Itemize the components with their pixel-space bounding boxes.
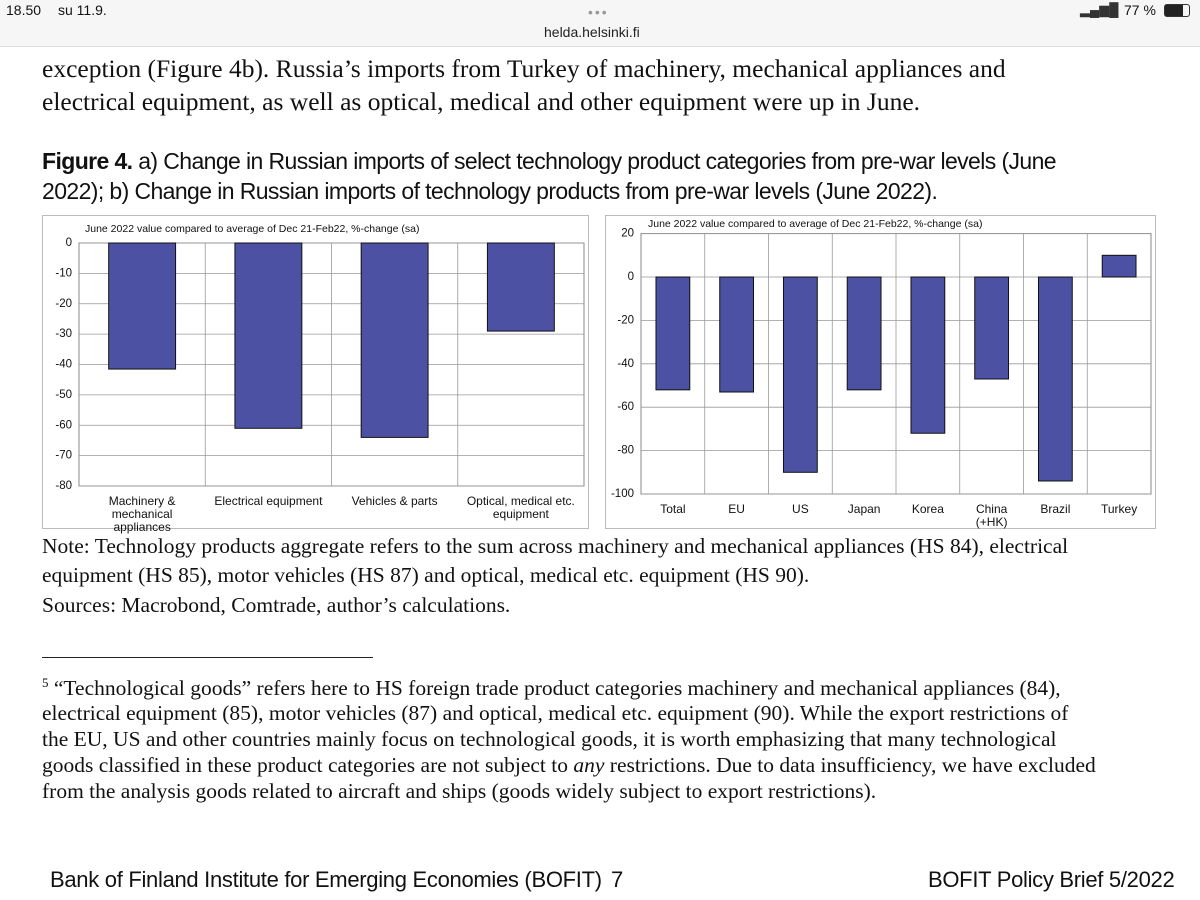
subtitle: June 2022 value compared to average of D… <box>85 223 419 235</box>
y-tick-label: -60 <box>55 419 72 431</box>
subtitle: June 2022 value compared to average of D… <box>648 218 982 230</box>
y-tick-label: -40 <box>617 358 634 370</box>
caption: a) Change in Russian imports of select t… <box>132 148 1056 174</box>
bar <box>234 242 303 429</box>
bar <box>846 276 882 391</box>
y-tick-label: -60 <box>617 401 634 413</box>
x-tick-label: EU <box>728 502 745 516</box>
paragraph-line: exception (Figure 4b). Russia’s imports … <box>42 54 1006 83</box>
signal: ▂▄▆█ <box>1080 2 1119 17</box>
y-tick-label: -40 <box>55 359 72 371</box>
battery-icon <box>1164 4 1190 17</box>
time: 18.50 <box>6 2 42 18</box>
footer-left: Bank of Finland Institute for Emerging E… <box>50 867 602 892</box>
y-tick-label: 20 <box>621 228 634 240</box>
figure-label: Figure 4. <box>42 148 133 174</box>
bar <box>360 242 429 438</box>
sources: Sources: Macrobond, Comtrade, author’s c… <box>42 593 511 617</box>
chart-b: June 2022 value compared to average of D… <box>605 215 1156 529</box>
x-tick-label: China (+HK) <box>975 502 1008 529</box>
caption: 2022); b) Change in Russian imports of t… <box>42 178 938 204</box>
url[interactable]: helda.helsinki.fi <box>544 24 640 40</box>
x-tick-label: Machinery & mechanical appliances <box>108 494 176 534</box>
footnote-text: goods classified in these product catego… <box>42 753 574 777</box>
x-tick-label: Electrical equipment <box>214 494 323 508</box>
footer-right: BOFIT Policy Brief 5/2022 <box>928 867 1175 892</box>
footnote-line: from the analysis goods related to aircr… <box>42 779 877 803</box>
battery: 77 % <box>1124 2 1156 18</box>
footnote-line: “Technological goods” refers here to HS … <box>53 676 1061 701</box>
y-tick-label: 0 <box>628 271 634 283</box>
y-tick-label: -50 <box>55 389 72 401</box>
note-line: Note: Technology products aggregate refe… <box>42 534 1069 558</box>
x-tick-label: Korea <box>911 502 944 516</box>
y-tick-label: -80 <box>617 445 634 457</box>
paragraph-line: electrical equipment, as well as optical… <box>42 87 921 116</box>
note-line: equipment (HS 85), motor vehicles (HS 87… <box>42 563 810 587</box>
dots[interactable]: ••• <box>588 4 609 20</box>
bar <box>974 276 1010 380</box>
y-tick-label: -30 <box>55 328 72 340</box>
y-tick-label: -20 <box>617 314 634 326</box>
bar <box>655 276 691 391</box>
footnote-rule <box>42 657 373 658</box>
footnote-text: restrictions. Due to data insufficiency,… <box>604 753 1096 777</box>
chart-a: June 2022 value compared to average of D… <box>42 215 589 534</box>
bar <box>1037 276 1073 482</box>
footnote-number: 5 <box>42 675 49 690</box>
x-tick-label: Turkey <box>1101 502 1138 516</box>
page-number: 7 <box>611 867 623 892</box>
x-tick-label: Brazil <box>1040 502 1071 516</box>
footnote-line: the EU, US and other countries mainly fo… <box>42 727 1057 751</box>
x-tick-label: Vehicles & parts <box>351 494 438 508</box>
bar <box>1101 254 1137 278</box>
y-tick-label: -10 <box>55 267 72 279</box>
bar <box>719 276 755 393</box>
bar <box>782 276 818 473</box>
browser-bar: 18.50 su 11.9. ••• ▂▄▆█ 77 % helda.helsi… <box>0 0 1200 47</box>
bar <box>108 242 177 370</box>
y-tick-label: -80 <box>55 480 72 492</box>
y-tick-label: -70 <box>55 450 72 462</box>
y-tick-label: -20 <box>55 298 72 310</box>
bar <box>486 242 555 332</box>
x-tick-label: US <box>792 502 809 516</box>
x-tick-label: Total <box>660 502 686 516</box>
footnote-emphasis: any <box>573 753 605 777</box>
x-tick-label: Optical, medical etc. equipment <box>466 494 575 521</box>
chart-svg: June 2022 value compared to average of D… <box>55 223 585 492</box>
chart-svg: June 2022 value compared to average of D… <box>611 218 1152 500</box>
date: su 11.9. <box>58 2 107 18</box>
x-tick-label: Japan <box>847 502 881 516</box>
footnote-line: electrical equipment (85), motor vehicle… <box>42 701 1069 725</box>
y-tick-label: -100 <box>611 488 634 500</box>
y-tick-label: 0 <box>66 237 72 249</box>
bar <box>910 276 946 434</box>
